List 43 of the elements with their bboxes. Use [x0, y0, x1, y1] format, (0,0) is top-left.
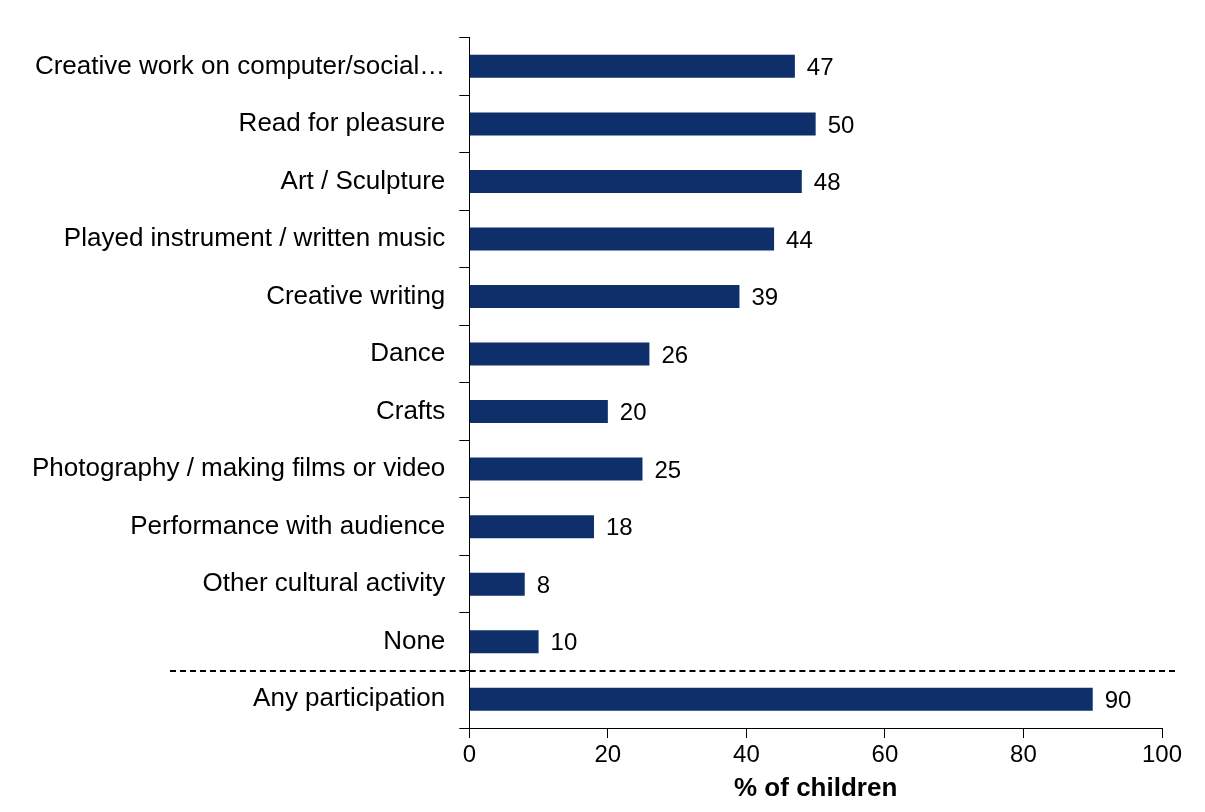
data-label: 20 — [619, 398, 647, 426]
y-tick-label: Photography / making films or video — [32, 452, 446, 483]
data-label: 47 — [806, 52, 834, 80]
y-tick-label: Creative writing — [266, 279, 446, 310]
bar — [469, 457, 643, 481]
x-tick-label: 40 — [733, 740, 760, 768]
bar — [469, 342, 650, 366]
y-tick-label: Dance — [370, 337, 446, 368]
x-tick-label: 60 — [871, 740, 899, 768]
y-tick-label: None — [383, 624, 446, 655]
bar — [469, 112, 816, 136]
y-tick-label: Crafts — [375, 394, 446, 425]
bar — [469, 630, 539, 654]
data-label: 39 — [751, 283, 779, 311]
bar — [469, 400, 608, 424]
x-tick-label: 0 — [462, 740, 476, 768]
data-label: 26 — [661, 340, 689, 368]
data-label: 90 — [1104, 685, 1132, 713]
data-label: 10 — [550, 628, 578, 656]
y-tick-label: Played instrument / written music — [63, 222, 446, 253]
bar — [469, 572, 525, 596]
data-label: 50 — [827, 110, 855, 138]
y-tick-label: Creative work on computer/social… — [34, 49, 446, 80]
y-tick-label: Any participation — [253, 682, 446, 713]
data-label: 25 — [654, 455, 682, 483]
x-axis-title: % of children — [734, 771, 898, 802]
bar — [469, 687, 1093, 711]
data-label: 44 — [786, 225, 813, 253]
data-label: 8 — [536, 570, 551, 598]
data-label: 18 — [605, 513, 633, 541]
bar — [469, 515, 594, 539]
x-tick-label: 100 — [1141, 740, 1183, 768]
bar — [469, 54, 795, 78]
x-tick-label: 20 — [594, 740, 622, 768]
bar — [469, 227, 775, 251]
data-label: 48 — [813, 168, 841, 196]
y-tick-label: Read for pleasure — [238, 107, 446, 138]
y-tick-label: Art / Sculpture — [280, 164, 446, 195]
y-tick-label: Performance with audience — [130, 509, 446, 540]
y-tick-label: Other cultural activity — [202, 567, 446, 598]
x-tick-label: 80 — [1010, 740, 1037, 768]
bar — [469, 169, 802, 193]
bar — [469, 284, 740, 309]
